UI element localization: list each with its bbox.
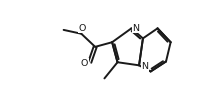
Text: O: O <box>78 24 86 33</box>
Text: O: O <box>81 59 88 68</box>
Text: N: N <box>141 62 148 71</box>
Text: N: N <box>132 24 139 33</box>
